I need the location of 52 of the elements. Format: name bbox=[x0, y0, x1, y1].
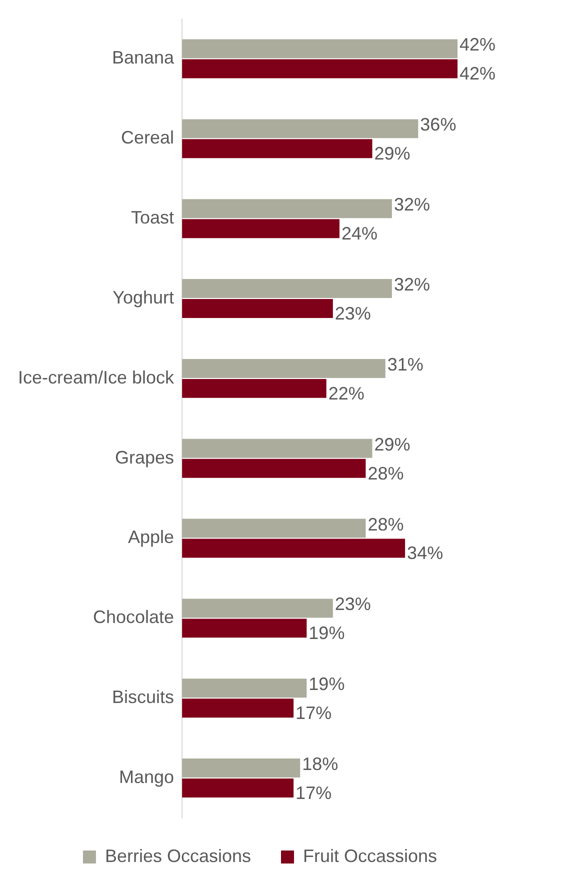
bar bbox=[182, 778, 294, 798]
bar bbox=[182, 39, 458, 58]
data-label: 36% bbox=[420, 114, 456, 135]
data-label: 23% bbox=[334, 594, 371, 614]
y-tick-label: Grapes bbox=[115, 447, 174, 468]
data-label: 22% bbox=[328, 383, 364, 404]
legend-label: Berries Occasions bbox=[104, 846, 252, 866]
bar bbox=[182, 119, 418, 138]
bar bbox=[182, 438, 372, 458]
data-label: 17% bbox=[296, 783, 332, 803]
legend-label: Fruit Occassions bbox=[303, 846, 438, 866]
bar bbox=[182, 279, 392, 298]
y-tick-label: Yoghurt bbox=[112, 287, 174, 308]
y-tick-label: Toast bbox=[131, 208, 174, 228]
bar bbox=[182, 59, 458, 78]
data-label: 18% bbox=[302, 754, 338, 774]
bar bbox=[182, 618, 307, 638]
bar bbox=[182, 299, 333, 318]
data-label: 17% bbox=[296, 703, 332, 724]
data-label: 34% bbox=[407, 543, 444, 564]
y-tick-label: Chocolate bbox=[92, 607, 174, 628]
data-label: 23% bbox=[334, 303, 371, 324]
data-label: 28% bbox=[368, 463, 404, 484]
data-label: 29% bbox=[374, 144, 410, 164]
y-tick-label: Banana bbox=[112, 48, 176, 68]
data-label: 32% bbox=[394, 194, 430, 215]
bar bbox=[182, 518, 366, 538]
data-label: 19% bbox=[308, 623, 345, 644]
y-tick-label: Mango bbox=[119, 767, 174, 788]
bar bbox=[182, 598, 333, 618]
y-tick-label: Apple bbox=[128, 527, 174, 548]
y-tick-label: Ice-cream/Ice block bbox=[18, 367, 176, 388]
bar bbox=[182, 698, 294, 718]
bar bbox=[182, 458, 366, 478]
y-tick-label: Biscuits bbox=[112, 687, 174, 708]
data-label: 32% bbox=[394, 274, 430, 294]
y-tick-label: Cereal bbox=[121, 128, 174, 148]
bar bbox=[182, 199, 392, 218]
data-label: 24% bbox=[341, 224, 378, 244]
bar bbox=[182, 538, 406, 558]
data-label: 28% bbox=[368, 514, 404, 534]
data-label: 31% bbox=[387, 354, 424, 374]
bar bbox=[182, 758, 300, 778]
bar bbox=[182, 139, 372, 158]
bar bbox=[182, 378, 326, 398]
data-label: 29% bbox=[374, 434, 410, 454]
bar bbox=[182, 219, 340, 238]
bar bbox=[182, 358, 386, 378]
bar bbox=[182, 678, 307, 698]
data-label: 42% bbox=[460, 34, 496, 55]
data-label: 19% bbox=[308, 674, 345, 694]
data-label: 42% bbox=[460, 64, 496, 84]
